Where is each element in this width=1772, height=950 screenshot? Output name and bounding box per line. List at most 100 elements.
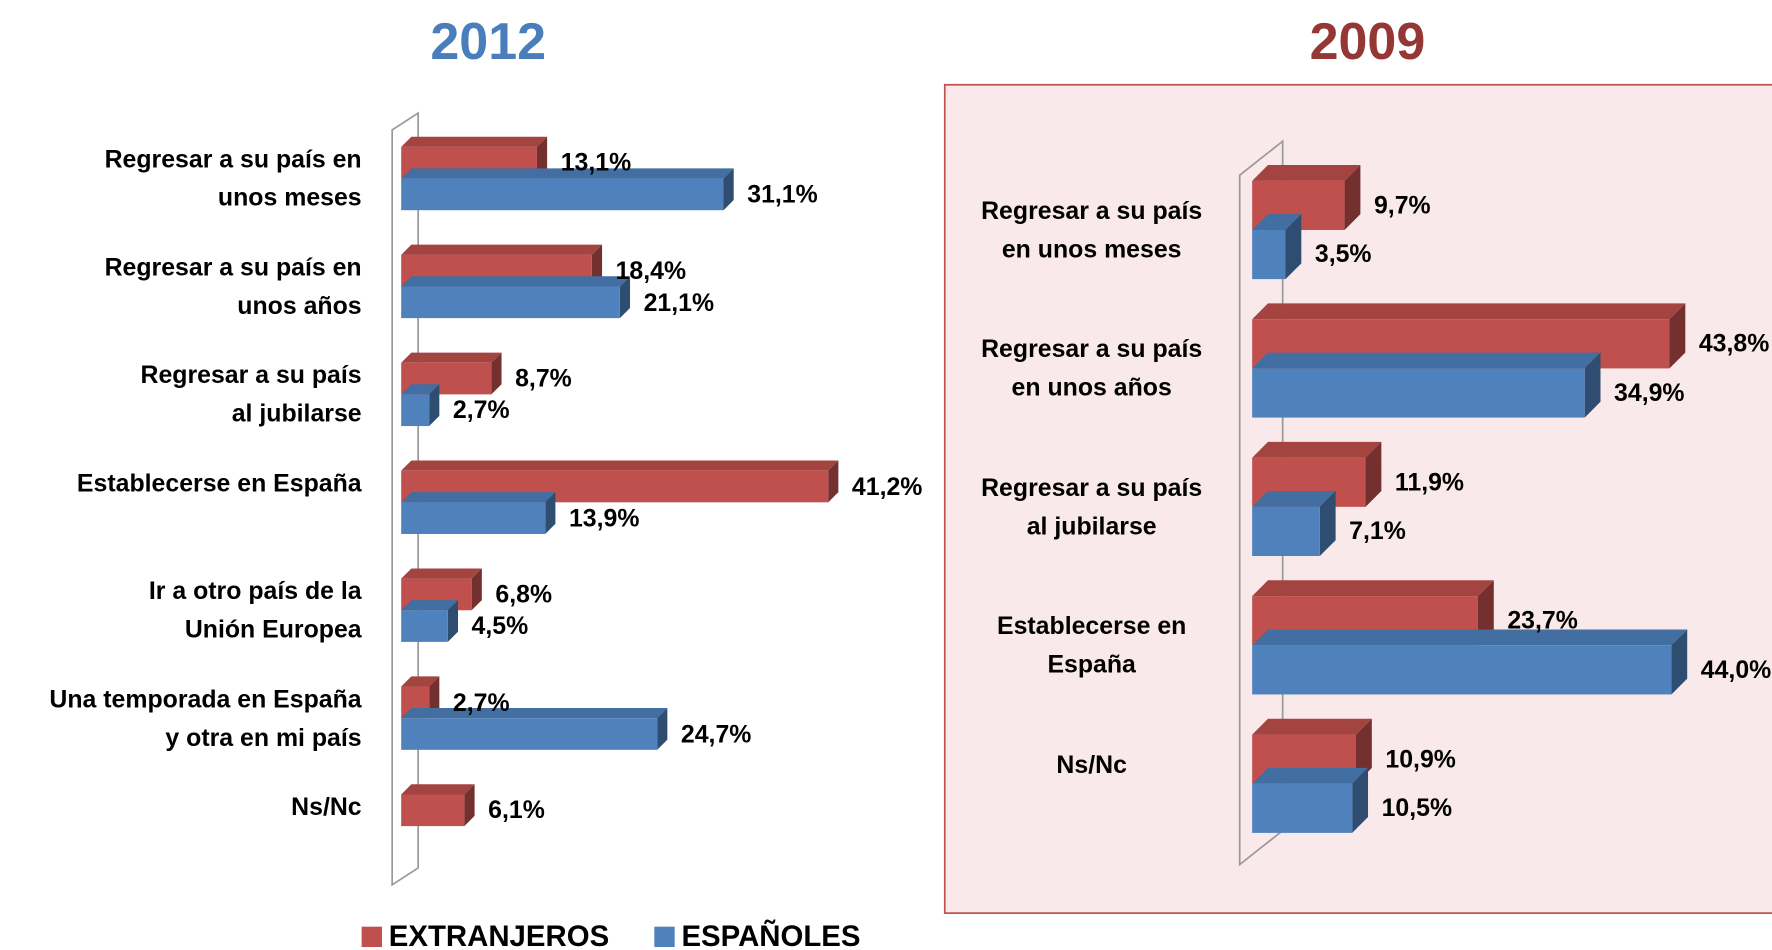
category-label: Regresar a su país en unos años: [104, 252, 362, 320]
bar: [401, 718, 658, 750]
category-label: Una temporada en España y otra en mi paí…: [49, 684, 362, 751]
bar: [1252, 645, 1672, 695]
bar-side: [591, 244, 603, 287]
bar-side: [1671, 629, 1688, 695]
bar-side: [1285, 214, 1302, 280]
axis-wall: [391, 111, 419, 887]
bar: [401, 502, 546, 534]
value-label: 3,5%: [1314, 239, 1372, 269]
value-label: 31,1%: [747, 179, 818, 208]
bar-side: [471, 568, 482, 611]
bar-side: [657, 708, 668, 750]
bar-side: [1319, 491, 1336, 557]
bar: [1252, 783, 1353, 833]
value-label: 21,1%: [643, 287, 715, 316]
bar-side: [429, 676, 440, 719]
bar-top: [1252, 303, 1686, 320]
bar-side: [447, 600, 458, 642]
value-label: 6,1%: [488, 795, 545, 824]
bar-top: [401, 460, 839, 471]
legend-swatch: [654, 926, 675, 948]
bar-side: [619, 276, 631, 319]
bar: [401, 394, 430, 427]
bar-side: [1365, 441, 1382, 507]
bar-top: [401, 136, 548, 147]
bar-top: [1252, 164, 1361, 181]
value-label: 18,4%: [615, 255, 687, 285]
legend-swatch: [361, 926, 382, 948]
bar-side: [1584, 352, 1601, 418]
bar-side: [1344, 164, 1361, 230]
category-label: Establecerse en España: [996, 611, 1187, 679]
bar-side: [491, 352, 502, 395]
chart-title: 2009: [1309, 11, 1426, 71]
bar: [401, 610, 448, 642]
category-label: Ns/Nc: [1056, 749, 1127, 779]
bar-top: [401, 600, 458, 611]
value-label: 43,8%: [1698, 329, 1770, 358]
bar-side: [536, 136, 548, 179]
bar-top: [1252, 767, 1369, 784]
bar-top: [1252, 718, 1372, 735]
bar: [1252, 229, 1286, 280]
value-label: 23,7%: [1507, 606, 1578, 635]
bar-top: [1252, 491, 1336, 507]
category-label: Regresar a su país al jubilarse: [140, 360, 362, 428]
bar-side: [1352, 767, 1369, 833]
bar-side: [723, 168, 734, 211]
value-label: 44,0%: [1700, 655, 1772, 684]
bar-top: [401, 492, 556, 503]
value-label: 11,9%: [1394, 467, 1465, 496]
value-label: 6,8%: [495, 579, 553, 608]
bar-side: [1477, 580, 1494, 646]
category-label: Regresar a su país en unos meses: [104, 144, 362, 212]
bar-side: [1356, 718, 1372, 784]
bar-side: [1669, 303, 1686, 369]
bar-top: [401, 352, 502, 363]
bar: [1252, 368, 1585, 418]
bar-top: [401, 168, 734, 179]
value-label: 10,9%: [1385, 744, 1456, 773]
bar-side: [828, 460, 839, 503]
value-label: 2,7%: [452, 687, 510, 716]
bar-top: [1252, 580, 1494, 597]
legend-label: ESPAÑOLES: [681, 918, 861, 950]
value-label: 24,7%: [680, 719, 752, 748]
category-label: Establecerse en España: [76, 468, 362, 497]
bar-top: [401, 244, 603, 255]
bar-side: [429, 384, 440, 427]
category-label: Ir a otro país de la Unión Europea: [148, 576, 362, 644]
legend-label: EXTRANJEROS: [388, 918, 610, 950]
bar-top: [401, 276, 631, 287]
value-label: 10,5%: [1381, 793, 1453, 822]
value-label: 7,1%: [1349, 516, 1406, 545]
value-label: 13,1%: [560, 148, 632, 177]
bar-top: [401, 676, 440, 687]
category-label: Regresar a su país en unos meses: [981, 196, 1203, 263]
bar-side: [464, 784, 475, 827]
bar-top: [1252, 352, 1601, 369]
bar: [1252, 506, 1320, 557]
bar-side: [545, 492, 556, 534]
value-label: 4,5%: [471, 611, 529, 640]
value-label: 8,7%: [515, 363, 572, 393]
bar-top: [401, 784, 475, 795]
bar: [401, 286, 620, 319]
value-label: 13,9%: [568, 503, 640, 532]
value-label: 9,7%: [1373, 190, 1431, 219]
value-label: 34,9%: [1614, 378, 1685, 407]
category-label: Ns/Nc: [291, 792, 362, 821]
bar-top: [401, 708, 668, 719]
category-label: Regresar a su país al jubilarse: [981, 472, 1203, 540]
bar-top: [401, 568, 482, 579]
bar-top: [1252, 629, 1688, 646]
value-label: 41,2%: [851, 471, 923, 501]
chart-title: 2012: [430, 11, 547, 71]
bar-top: [1252, 214, 1302, 230]
bar-top: [1252, 441, 1382, 458]
value-label: 2,7%: [452, 395, 510, 424]
bar: [401, 794, 465, 827]
bar: [401, 178, 724, 211]
